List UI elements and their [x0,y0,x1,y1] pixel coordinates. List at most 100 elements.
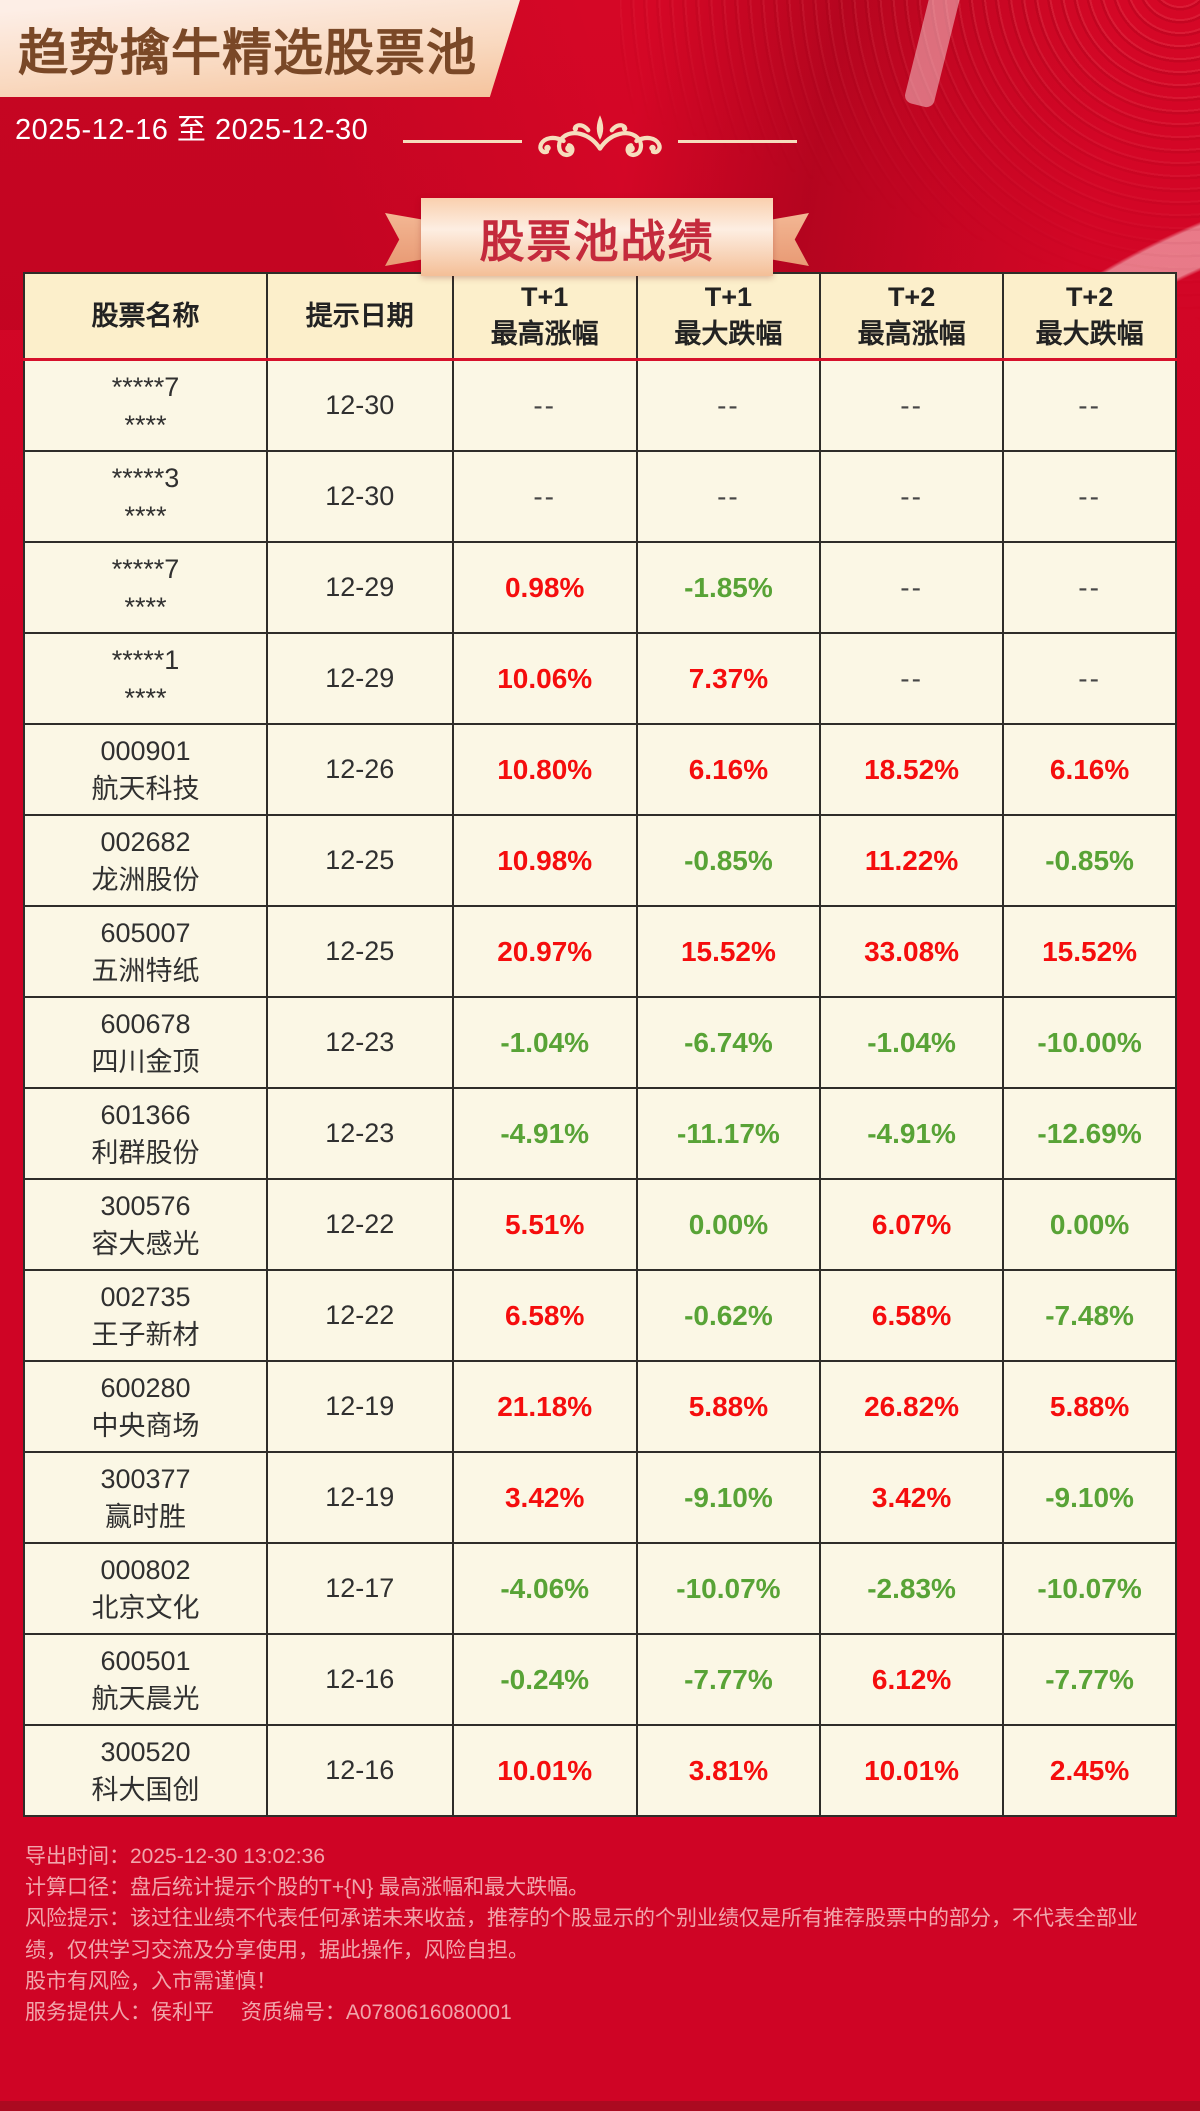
flourish-icon [538,115,662,158]
table-row: *****1 **** 12-29 10.06% 7.37% -- -- [22,632,1177,725]
stock-name: **** [124,682,167,713]
alert-date-cell: 12-17 [266,1542,454,1635]
table-header-cell: T+1 最高涨幅 [451,272,638,361]
value-cell: -4.06% [451,1542,638,1635]
table-header-cell: 股票名称 [22,272,269,361]
alert-date-cell: 12-22 [266,1178,454,1271]
value-cell: -10.07% [635,1542,822,1635]
stock-name: 航天晨光 [91,1683,200,1714]
value-cell: -- [1002,541,1177,634]
stock-code: *****3 [111,462,180,493]
stock-code: 000901 [100,735,191,766]
ornament [344,110,856,172]
value-cell: -7.77% [635,1633,822,1726]
value-cell: -- [818,541,1005,634]
table-body: *****7 **** 12-30 -- -- -- -- *****3 **** 12-30 --… [22,358,1177,1817]
value-cell: 3.42% [451,1451,638,1544]
table-row: 000802 北京文化 12-17 -4.06% -10.07% -2.83% -10.07… [22,1542,1177,1635]
table-row: 002682 龙洲股份 12-25 10.98% -0.85% 11.22% -0.85% [22,814,1177,907]
value-cell: -9.10% [635,1451,822,1544]
value-cell: 6.16% [1002,723,1177,816]
stock-cell: 600678 四川金顶 [22,996,269,1089]
stock-cell: 300576 容大感光 [22,1178,269,1271]
footer-line: 风险提示：该过往业绩不代表任何承诺未来收益，推荐的个股显示的个别业绩仅是所有推荐… [25,1907,1138,1962]
stock-code: 000802 [100,1554,191,1585]
stock-code: 605007 [100,917,191,948]
value-cell: 5.88% [1002,1360,1177,1453]
stock-code: *****1 [111,644,180,675]
value-cell: -10.00% [1002,996,1177,1089]
value-cell: 3.42% [818,1451,1005,1544]
value-cell: -11.17% [635,1087,822,1180]
value-cell: 21.18% [451,1360,638,1453]
table-row: *****7 **** 12-29 0.98% -1.85% -- -- [22,541,1177,634]
stock-cell: 000901 航天科技 [22,723,269,816]
value-cell: 5.51% [451,1178,638,1271]
stock-code: 300576 [100,1190,191,1221]
stock-name: 王子新材 [91,1319,200,1350]
results-table-wrapper: 股票名称 提示日期 T+1 最高涨幅 T+1 最大跌幅 T+2 最高涨幅 T+2 最大跌幅 ***… [22,272,1177,1817]
value-cell: -4.91% [451,1087,638,1180]
stock-name: 航天科技 [91,773,200,804]
alert-date-cell: 12-19 [266,1360,454,1453]
value-cell: 11.22% [818,814,1005,907]
footer-line: 股市有风险，入市需谨慎！ [25,1969,277,1993]
stock-cell: *****7 **** [22,541,269,634]
value-cell: 10.01% [451,1724,638,1817]
stock-cell: 601366 利群股份 [22,1087,269,1180]
value-cell: -- [818,358,1005,452]
stock-cell: *****3 **** [22,450,269,543]
stock-code: 600678 [100,1008,191,1039]
results-banner-label: 股票池战绩 [479,215,715,267]
value-cell: -7.48% [1002,1269,1177,1362]
value-cell: 6.16% [635,723,822,816]
stock-name: 五洲特纸 [91,955,200,986]
value-cell: 33.08% [818,905,1005,998]
stock-cell: *****1 **** [22,632,269,725]
table-row: *****7 **** 12-30 -- -- -- -- [22,358,1177,452]
table-header-cell: T+2 最高涨幅 [818,272,1005,361]
alert-date-cell: 12-26 [266,723,454,816]
table-row: 601366 利群股份 12-23 -4.91% -11.17% -4.91% -12.69… [22,1087,1177,1180]
value-cell: -1.04% [451,996,638,1089]
value-cell: -0.85% [635,814,822,907]
value-cell: 10.06% [451,632,638,725]
alert-date-cell: 12-23 [266,1087,454,1180]
alert-date-cell: 12-30 [266,450,454,543]
value-cell: 2.45% [1002,1724,1177,1817]
stock-cell: 002735 王子新材 [22,1269,269,1362]
table-header-cell: 提示日期 [266,272,454,361]
value-cell: 0.00% [635,1178,822,1271]
table-row: 300576 容大感光 12-22 5.51% 0.00% 6.07% 0.00% [22,1178,1177,1271]
value-cell: -- [1002,358,1177,452]
value-cell: -0.85% [1002,814,1177,907]
stock-name: 利群股份 [91,1137,200,1168]
footer-line: 服务提供人：侯利平 资质编号：A0780616080001 [25,2001,512,2025]
table-row: 300520 科大国创 12-16 10.01% 3.81% 10.01% 2.45% [22,1724,1177,1817]
alert-date-cell: 12-16 [266,1633,454,1726]
value-cell: -1.85% [635,541,822,634]
value-cell: 15.52% [1002,905,1177,998]
results-banner: 股票池战绩 [421,198,773,276]
stock-code: 600280 [100,1372,191,1403]
stock-name: 北京文化 [91,1592,200,1623]
value-cell: 10.80% [451,723,638,816]
stock-code: 300520 [100,1736,191,1767]
title-banner: 趋势擒牛精选股票池 [0,0,520,97]
alert-date-cell: 12-22 [266,1269,454,1362]
stock-name: 容大感光 [91,1228,200,1259]
value-cell: -0.24% [451,1633,638,1726]
stock-name: **** [124,500,167,531]
alert-date-cell: 12-25 [266,814,454,907]
value-cell: 6.58% [451,1269,638,1362]
value-cell: 7.37% [635,632,822,725]
table-row: 002735 王子新材 12-22 6.58% -0.62% 6.58% -7.48% [22,1269,1177,1362]
alert-date-cell: 12-29 [266,632,454,725]
alert-date-cell: 12-16 [266,1724,454,1817]
value-cell: -1.04% [818,996,1005,1089]
table-row: 600501 航天晨光 12-16 -0.24% -7.77% 6.12% -7.77% [22,1633,1177,1726]
stock-name: **** [124,409,167,440]
stock-code: *****7 [111,553,180,584]
stock-code: *****7 [111,371,180,402]
footer-line: 导出时间：2025-12-30 13:02:36 [25,1845,325,1868]
